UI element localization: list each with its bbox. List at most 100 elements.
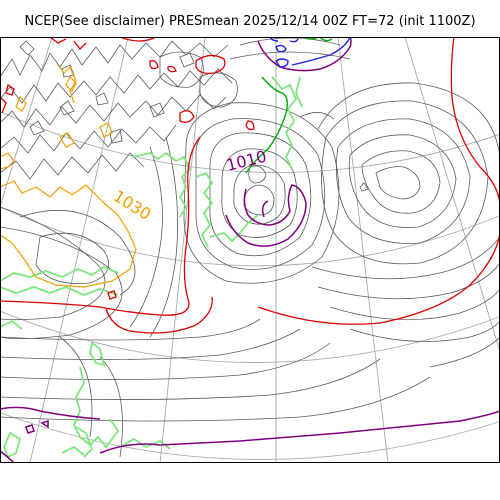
blue-contours xyxy=(269,37,351,68)
map-title: NCEP(See disclaimer) PRESmean 2025/12/14… xyxy=(24,14,476,29)
isobar xyxy=(29,120,45,136)
coastline xyxy=(271,76,298,170)
coastline xyxy=(0,286,119,296)
contour-1010 xyxy=(25,424,35,434)
coastline xyxy=(195,171,214,248)
coastline xyxy=(75,426,94,458)
coastline xyxy=(89,341,106,367)
contour-1010 xyxy=(261,200,269,218)
contour-1010 xyxy=(99,410,500,454)
red-contour xyxy=(179,110,195,123)
parallel-line xyxy=(0,206,500,267)
coastline xyxy=(295,76,303,108)
isobar xyxy=(0,318,261,341)
isobar xyxy=(0,124,177,154)
red-contour xyxy=(257,232,500,325)
contour-1030 xyxy=(0,180,137,288)
red-contour xyxy=(119,37,157,42)
coastline xyxy=(61,445,85,456)
blue-contour xyxy=(291,37,351,66)
isobar xyxy=(375,166,421,200)
isobar xyxy=(0,376,431,422)
meridian-line xyxy=(337,37,389,463)
isobar xyxy=(209,132,312,257)
isobar xyxy=(59,100,75,116)
isobar xyxy=(0,206,106,321)
meridian-line xyxy=(159,37,206,463)
red-contour xyxy=(49,37,67,44)
red-contour xyxy=(5,83,15,96)
isobar xyxy=(359,182,369,192)
blue-contour xyxy=(275,58,289,68)
isobar xyxy=(248,165,267,184)
contour-1010 xyxy=(225,184,307,247)
contour-1030 xyxy=(0,152,15,170)
red-contour xyxy=(450,37,500,208)
green-contour xyxy=(245,76,289,174)
parallel-line xyxy=(0,310,500,363)
isobar xyxy=(429,336,500,368)
contour-1030 xyxy=(65,75,77,93)
red-contour xyxy=(0,136,201,316)
isobar xyxy=(179,52,195,68)
isobar xyxy=(0,328,301,360)
isobar xyxy=(109,128,123,144)
contour-1030 xyxy=(59,132,75,148)
isobar xyxy=(0,358,381,400)
red-contours xyxy=(0,37,500,334)
contour-label-1030: 1030 xyxy=(110,186,155,224)
coastline xyxy=(0,319,23,330)
isobar xyxy=(361,150,441,214)
orange-contours xyxy=(0,64,137,288)
coastline xyxy=(73,366,120,449)
isobar xyxy=(0,68,233,104)
isobar xyxy=(317,82,500,158)
isobar xyxy=(317,262,500,300)
contour-label-1010: 1010 xyxy=(224,147,268,175)
isobar xyxy=(199,72,238,108)
isobar xyxy=(149,136,179,338)
isobar xyxy=(233,164,286,225)
isobar xyxy=(0,152,145,180)
isobar xyxy=(99,356,123,458)
isobar xyxy=(229,51,351,60)
blue-contour xyxy=(289,38,299,43)
meridian-line xyxy=(0,37,53,209)
red-contour xyxy=(149,59,159,70)
contour-1030 xyxy=(99,122,113,138)
red-contour xyxy=(107,290,117,300)
isobar xyxy=(336,118,471,244)
red-contour xyxy=(195,54,226,75)
red-contour xyxy=(105,296,213,334)
isobar xyxy=(299,112,335,120)
isobar xyxy=(129,146,163,328)
isobar xyxy=(349,320,500,342)
red-contour xyxy=(167,65,177,73)
isobar xyxy=(0,94,227,128)
pressure-map: 1030 1010 xyxy=(0,37,500,463)
isobar xyxy=(329,288,500,321)
isobar xyxy=(59,336,93,438)
isobar xyxy=(19,209,136,296)
coastline xyxy=(131,151,192,218)
coastline xyxy=(3,431,22,459)
coastline xyxy=(119,437,171,450)
isobar xyxy=(239,37,341,46)
isobar xyxy=(149,102,165,118)
contour-1030 xyxy=(57,64,77,104)
coastline xyxy=(209,214,259,243)
map-panel: 1030 1010 xyxy=(0,37,500,463)
contour-1010 xyxy=(257,37,352,72)
contour-1010 xyxy=(40,419,49,429)
red-contour xyxy=(245,120,255,131)
isobar xyxy=(195,118,326,270)
isobar xyxy=(0,40,229,78)
contour-1010 xyxy=(0,406,101,420)
isobar xyxy=(19,40,35,56)
isobars xyxy=(0,37,500,458)
purple-contours xyxy=(0,37,500,463)
red-contour xyxy=(0,96,7,114)
blue-contour xyxy=(275,44,287,53)
contour-1010 xyxy=(0,450,15,463)
isobar xyxy=(321,100,489,265)
